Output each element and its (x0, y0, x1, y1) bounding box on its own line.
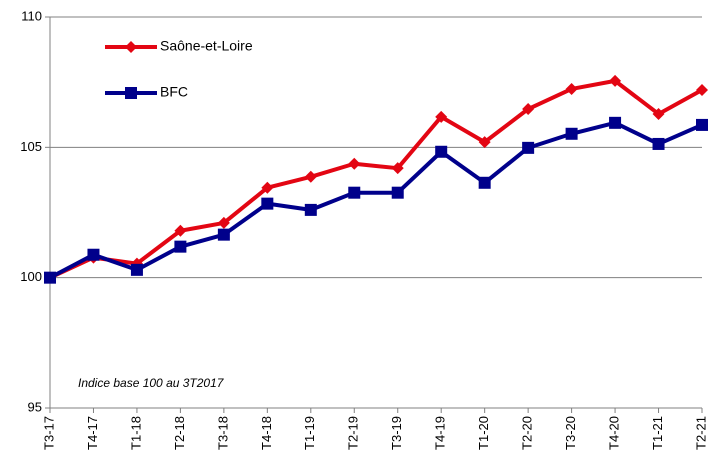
y-tick-label: 95 (28, 399, 42, 414)
marker (261, 181, 274, 194)
marker (391, 162, 404, 175)
marker (609, 116, 622, 129)
x-tick-label: T3-19 (389, 416, 404, 450)
marker (435, 145, 448, 158)
series-line (49, 78, 703, 280)
x-tick-label: T2-21 (693, 416, 708, 450)
x-tick-label: T2-18 (172, 416, 187, 450)
marker (696, 118, 708, 131)
marker (174, 240, 187, 253)
x-tick-label: T2-19 (346, 416, 361, 450)
legend-marker (125, 41, 137, 53)
marker (304, 170, 317, 183)
x-tick-label: T1-18 (128, 416, 143, 450)
x-tick-label: T3-17 (41, 416, 56, 450)
marker (522, 103, 535, 116)
marker (391, 186, 404, 199)
x-tick-label: T1-19 (302, 416, 317, 450)
marker (565, 127, 578, 140)
x-tick-label: T4-18 (259, 416, 274, 450)
x-tick-label: T1-21 (650, 416, 665, 450)
marker (304, 203, 317, 216)
marker (348, 157, 361, 170)
x-tick-label: T2-20 (520, 416, 535, 450)
marker (217, 228, 230, 241)
x-tick-label: T1-20 (476, 416, 491, 450)
marker (478, 136, 491, 149)
legend-label: Saône-et-Loire (160, 38, 253, 54)
marker (478, 176, 491, 189)
marker (130, 263, 143, 276)
y-tick-label: 105 (20, 139, 42, 154)
marker (174, 224, 187, 237)
x-tick-label: T4-20 (607, 416, 622, 450)
x-tick-label: T4-19 (433, 416, 448, 450)
marker (87, 248, 100, 261)
marker (652, 137, 665, 150)
annotation: Indice base 100 au 3T2017 (78, 376, 225, 390)
legend-marker (125, 87, 137, 99)
marker (609, 74, 622, 87)
marker (565, 82, 578, 95)
marker (348, 186, 361, 199)
marker (435, 110, 448, 123)
y-tick-label: 110 (21, 8, 42, 23)
y-tick-label: 100 (20, 269, 42, 284)
marker (261, 197, 274, 210)
x-tick-label: T4-17 (85, 416, 100, 450)
x-tick-label: T3-20 (563, 416, 578, 450)
marker (696, 83, 708, 96)
marker (522, 141, 535, 154)
marker (44, 271, 56, 284)
marker (217, 216, 230, 229)
series-line (49, 120, 703, 280)
legend-label: BFC (160, 84, 188, 100)
x-tick-label: T3-18 (215, 416, 230, 450)
marker (652, 107, 665, 120)
